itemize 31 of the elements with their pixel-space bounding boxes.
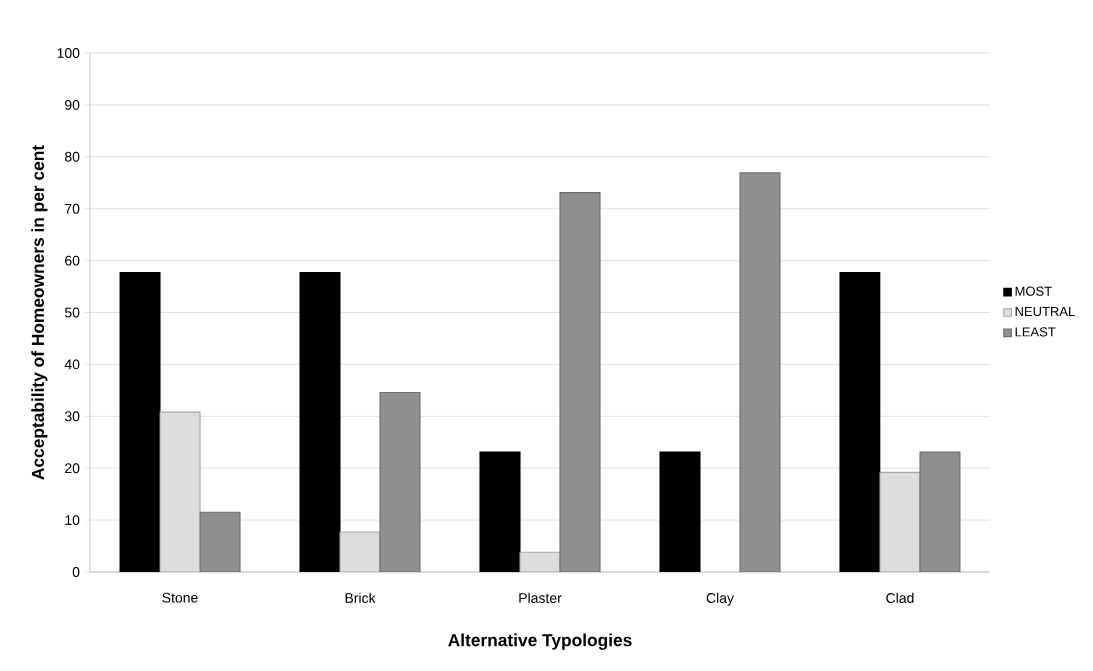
bar [379, 391, 421, 572]
legend-label: LEAST [1015, 327, 1056, 337]
y-tick-label: 50 [64, 307, 80, 318]
x-tick-label: Brick [345, 592, 376, 603]
y-tick-label: 70 [65, 203, 80, 214]
legend-label: MOST [1015, 286, 1052, 296]
bar [559, 192, 601, 572]
bar [199, 511, 241, 572]
y-tick-label: 80 [65, 151, 80, 162]
bar [739, 172, 781, 572]
bar [119, 271, 161, 572]
bar [299, 271, 341, 572]
y-tick-label: 20 [65, 463, 80, 474]
y-tick-label: 0 [72, 567, 80, 577]
bar [659, 451, 701, 572]
x-tick-label: Plaster [519, 592, 562, 603]
y-tick-label: 30 [64, 411, 80, 422]
y-axis-title: Acceptability of Homeowners in per cent [31, 145, 48, 480]
y-tick-label: 40 [64, 359, 80, 370]
y-tick-label: 10 [65, 515, 80, 526]
y-tick-label: 100 [57, 48, 80, 58]
legend-label: NEUTRAL [1015, 307, 1075, 317]
bar [839, 271, 881, 572]
x-tick-label: Clay [706, 592, 734, 606]
x-tick-label: Stone [162, 592, 198, 603]
bar [919, 451, 961, 572]
y-tick-label: 90 [65, 99, 80, 110]
y-tick-label: 60 [65, 255, 80, 266]
x-tick-label: Clad [886, 592, 914, 603]
x-axis-title: Alternative Typologies [448, 633, 632, 650]
bar [479, 451, 521, 572]
